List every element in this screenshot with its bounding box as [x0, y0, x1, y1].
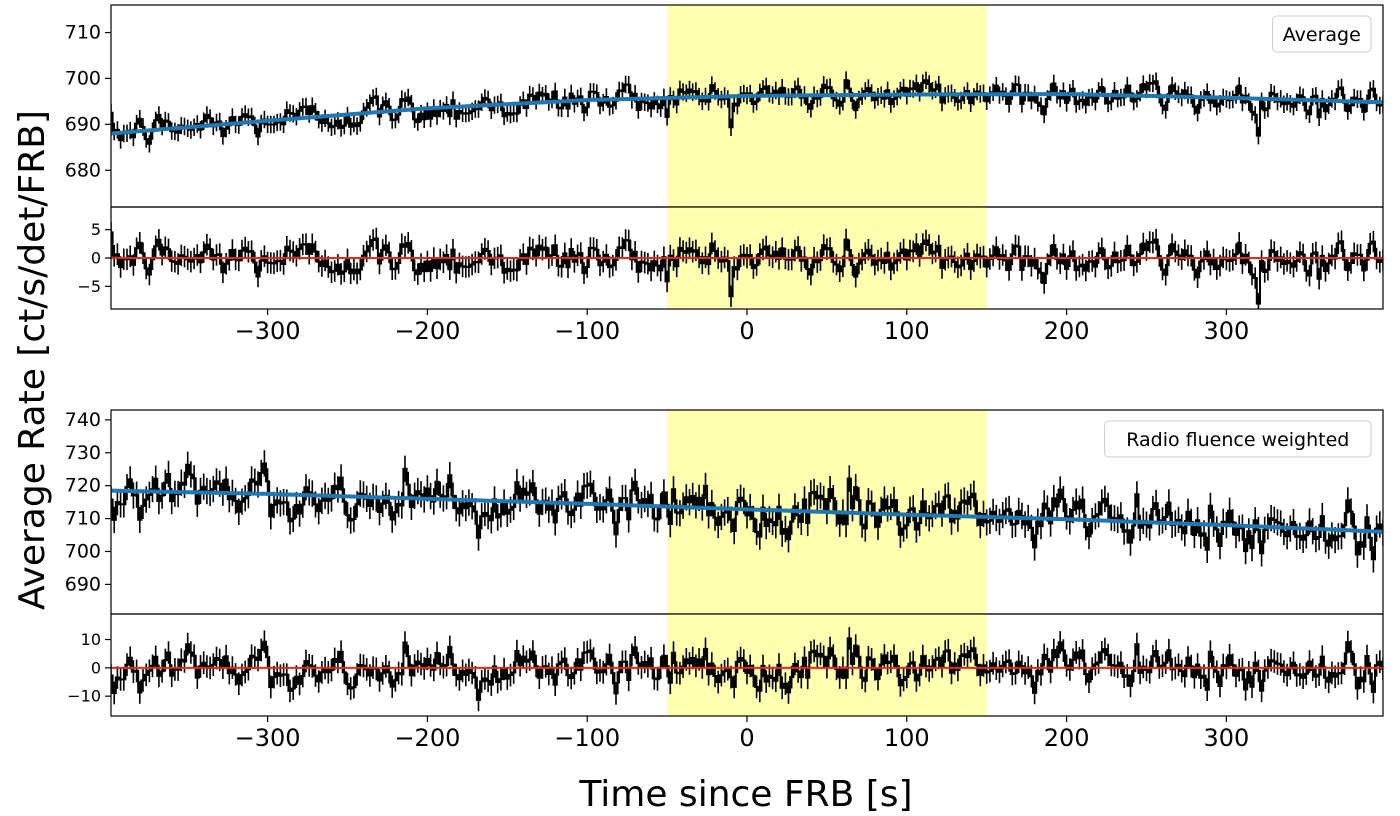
top-residual-ytick-label: 5 [91, 220, 101, 239]
top-main-ytick-label: 680 [65, 159, 101, 181]
top-residual-xtick-label: 100 [884, 317, 930, 345]
bottom-main-ytick-label: 710 [65, 508, 101, 530]
bottom-main-panel: 690 700 710 720 730 740 Radio fluence weighted [65, 409, 1384, 615]
bottom-residual-data-line [111, 637, 1383, 701]
top-main-ytick-label: 710 [65, 22, 101, 44]
bottom-main-model-line [111, 488, 1383, 534]
bottom-residual-ytick-label: −10 [67, 687, 101, 706]
top-main-ytick-label: 700 [65, 67, 101, 89]
bottom-residual-xtick-label: 300 [1203, 724, 1249, 752]
bottom-residual-xtick-label: −100 [554, 724, 620, 752]
bottom-main-legend-text: Radio fluence weighted [1126, 429, 1349, 451]
top-residual-xtick-label: −200 [394, 317, 460, 345]
bottom-residual-xtick-label: 200 [1044, 724, 1090, 752]
top-main-panel: 680 690 700 710 Average [65, 4, 1384, 208]
y-axis-title: Average Rate [ct/s/det/FRB] [12, 110, 53, 610]
bottom-main-ytick-label: 720 [65, 475, 101, 497]
bottom-main-ytick-label: 730 [65, 442, 101, 464]
top-residual-xtick-label: −100 [554, 317, 620, 345]
bottom-residual-ytick-label: 10 [81, 630, 101, 649]
bottom-main-legend-box [1104, 420, 1372, 458]
top-residual-ytick-label: 0 [91, 249, 101, 268]
bottom-residual-ytick-label: 0 [91, 658, 101, 677]
top-residual-xtick-label: −300 [235, 317, 301, 345]
bottom-main-ytick-label: 690 [65, 573, 101, 595]
top-residual-xtick-label: 0 [739, 317, 754, 345]
top-main-legend-box [1272, 15, 1372, 53]
bottom-residual-xtick-label: 100 [884, 724, 930, 752]
bottom-residual-xtick-label: −200 [394, 724, 460, 752]
bottom-residual-xtick-label: 0 [739, 724, 754, 752]
top-main-ytick-label: 690 [65, 113, 101, 135]
bottom-main-ytick-label: 740 [65, 409, 101, 431]
top-residual-xtick-label: 200 [1044, 317, 1090, 345]
x-axis-title: Time since FRB [s] [578, 774, 912, 815]
bottom-residual-xtick-label: −300 [235, 724, 301, 752]
top-residual-ytick-label: −5 [77, 277, 101, 296]
top-main-legend-text: Average [1283, 24, 1361, 46]
top-main-data-line [111, 79, 1383, 145]
bottom-main-ytick-label: 700 [65, 540, 101, 562]
top-residual-panel: −5 0 5 −300 −200 −100 0 100 200 300 [77, 206, 1384, 345]
top-main-model-line [111, 92, 1383, 136]
top-residual-xtick-label: 300 [1203, 317, 1249, 345]
top-main-highlight-band [667, 5, 987, 207]
